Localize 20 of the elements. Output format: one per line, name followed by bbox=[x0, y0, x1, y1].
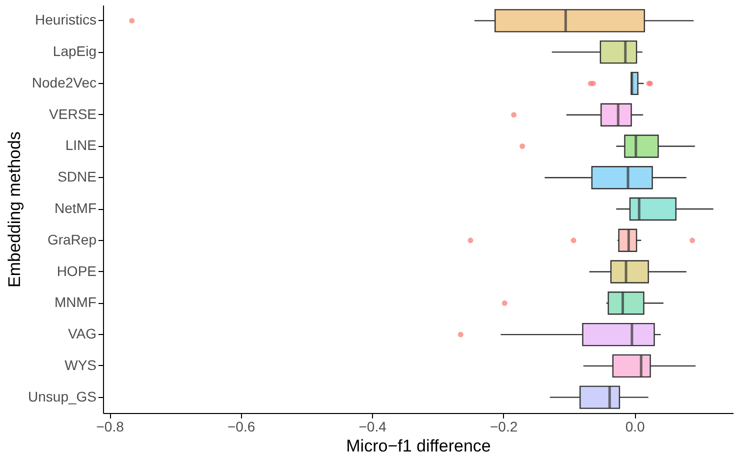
y-tick-label: WYS bbox=[64, 356, 96, 373]
y-tick-label: Unsup_GS bbox=[28, 388, 96, 404]
x-tick-label: −0.2 bbox=[490, 418, 518, 434]
x-tick-label: −0.4 bbox=[358, 418, 387, 434]
y-tick-label: SDNE bbox=[58, 168, 96, 185]
y-tick-label: Node2Vec bbox=[32, 74, 96, 90]
x-tick-label: −0.8 bbox=[96, 418, 124, 434]
y-tick-label: GraRep bbox=[47, 231, 97, 248]
y-tick-label: HOPE bbox=[56, 262, 96, 279]
y-tick-label: LINE bbox=[65, 137, 96, 154]
y-tick-label: VAG bbox=[68, 326, 96, 342]
x-tick-label: 0.0 bbox=[625, 418, 646, 434]
y-axis-title: Embedding methods bbox=[5, 132, 24, 288]
y-tick-label: MNMF bbox=[54, 294, 96, 310]
y-tick-label: Heuristics bbox=[35, 12, 96, 28]
y-tick-label: LapEig bbox=[52, 43, 96, 60]
x-tick-label: −0.6 bbox=[227, 418, 256, 434]
x-axis-title: Micro−f1 difference bbox=[346, 436, 491, 456]
y-tick-label: VERSE bbox=[49, 106, 96, 122]
y-tick-label: NetMF bbox=[54, 200, 96, 216]
